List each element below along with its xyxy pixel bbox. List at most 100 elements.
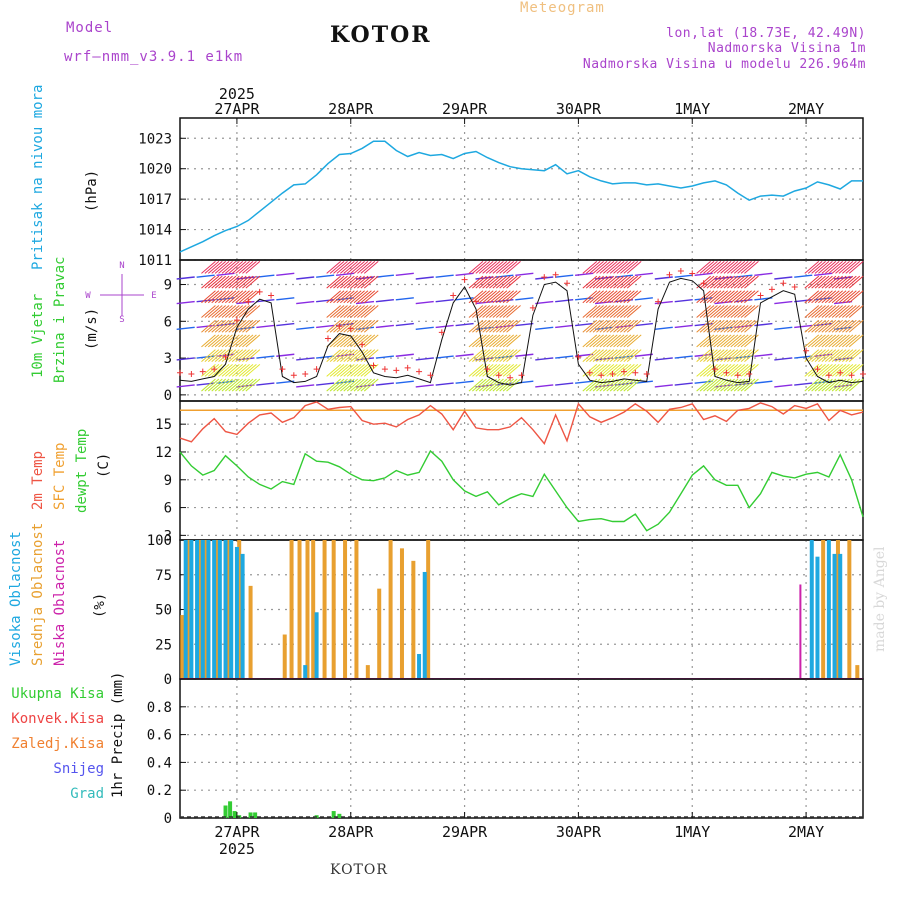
wind-arrow [811, 334, 826, 348]
wind-gust-mark [268, 292, 275, 299]
wind-arrow [626, 260, 642, 274]
wind-arrow [716, 334, 732, 348]
wind-arrow [818, 334, 833, 348]
wind-gust-mark [279, 366, 286, 373]
wind-arrow [231, 334, 247, 348]
mid-cloud-bar [297, 540, 302, 679]
wind-arrow [535, 357, 554, 361]
wind-ytick-label: 0 [164, 388, 172, 404]
wind-arrow [699, 305, 715, 318]
wind-arrow [575, 272, 594, 277]
wind-arrow [804, 378, 820, 392]
wind-arrow [499, 349, 515, 363]
wind-arrow [838, 275, 854, 289]
wind-gust-mark [814, 366, 821, 373]
mid-cloud-bar [365, 665, 370, 679]
wind-arrow [218, 378, 233, 392]
wind-arrow [592, 334, 608, 348]
cloud-ytick-label: 75 [155, 568, 172, 584]
wind-arrow [475, 275, 491, 289]
wind-arrow [475, 378, 491, 392]
wind-arrow [256, 324, 275, 329]
wind-arrow [842, 260, 857, 274]
wind-arrow [794, 274, 813, 278]
wind-arrow [343, 290, 359, 304]
wind-arrow [176, 357, 195, 361]
wind-arrow [478, 349, 494, 363]
wind-arrow [720, 363, 735, 377]
wind-arrow [807, 290, 823, 304]
wind-arrow [811, 275, 826, 289]
wind-arrow [703, 349, 718, 363]
wind-arrow [228, 305, 244, 318]
wind-arrow [515, 353, 534, 357]
wind-gust-mark [199, 368, 206, 375]
wind-arrow [835, 290, 850, 304]
wind-arrow [276, 322, 295, 327]
wind-arrow [506, 260, 521, 274]
wind-arrow [201, 305, 216, 318]
wind-arrow [754, 353, 773, 357]
wind-arrow [502, 363, 518, 377]
wind-arrow [492, 334, 508, 348]
pressure-ytick-label: 1020 [138, 162, 172, 178]
wind-arrow [602, 305, 618, 318]
high-cloud-bar [815, 556, 820, 679]
wind-arrow [515, 297, 534, 301]
wind-arrow [716, 290, 732, 304]
wind-arrow [821, 349, 837, 363]
wind-arrow [740, 305, 756, 318]
wind-arrow [340, 260, 355, 274]
wind-arrow [703, 305, 718, 318]
wind-arrow [723, 334, 739, 348]
wind-arrow [236, 300, 255, 305]
wind-arrow [727, 275, 742, 289]
wind-arrow [395, 322, 414, 327]
wind-arrow [585, 349, 601, 363]
wind-arrow [218, 260, 233, 274]
wind-arrow [733, 349, 749, 363]
axes: 27APR 27APR 28APR 28APR 29APR 29APR 30APR 30APR… [214, 85, 824, 858]
wind-arrow [238, 319, 254, 333]
temperature-panel: 3 6 9 12 15 [155, 400, 864, 544]
wind-arrow [733, 378, 749, 392]
precip-frame [179, 678, 864, 819]
wind-arrow [589, 275, 604, 289]
wind-arrow [225, 290, 240, 304]
wind-arrow [620, 290, 635, 304]
wind-arrow [329, 334, 345, 348]
mid-cloud-bar [215, 540, 220, 679]
wind-arrow [674, 324, 693, 329]
mid-cloud-bar [331, 540, 336, 679]
precip-ytick-label: 0.2 [147, 783, 172, 799]
wind-arrow [620, 378, 635, 392]
wind-gust-mark [245, 298, 252, 305]
wind-arrow [231, 349, 247, 363]
wind-arrow [218, 290, 233, 304]
wind-arrow [824, 260, 840, 274]
wind-arrow [506, 290, 521, 304]
mid-cloud-bar [187, 540, 192, 679]
wind-arrow [218, 305, 233, 318]
wind-arrow [831, 319, 847, 333]
wind-gust-mark [655, 298, 662, 305]
wind-arrow [502, 275, 518, 289]
wind-arrow [468, 349, 484, 363]
wind-arrow [472, 378, 487, 392]
wind-arrow [555, 324, 574, 329]
wind-arrow [599, 260, 615, 274]
wind-arrow [714, 300, 733, 305]
wind-arrow [360, 378, 376, 392]
wind-arrow [225, 260, 240, 274]
wind-arrow [353, 260, 369, 274]
wind-arrow [596, 305, 611, 318]
wind-arrow [626, 290, 642, 304]
wind-arrow [696, 334, 711, 348]
wind-arrow [713, 260, 729, 274]
wind-arrow [336, 260, 352, 274]
wind-arrow [592, 260, 608, 274]
mid-cloud-bar [204, 540, 209, 679]
wind-arrow [346, 260, 362, 274]
wind-arrow [589, 334, 604, 348]
wind-arrow [353, 378, 369, 392]
